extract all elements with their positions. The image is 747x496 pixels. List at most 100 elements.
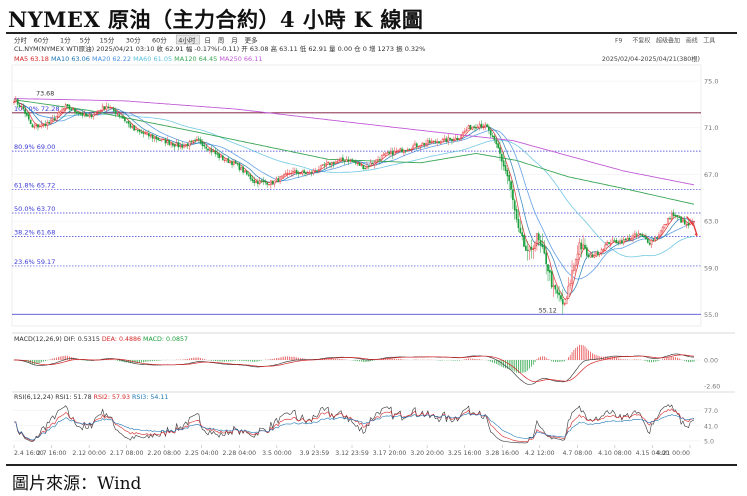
candle-body [22,106,25,110]
annotations: 73.68 55.12 [36,90,698,314]
candle-body [63,108,65,110]
candle-body [329,162,331,166]
candle-body [519,227,522,234]
rsi-panel: 77.0 41.0 5.0 [12,404,718,445]
candle-body [390,151,392,153]
candle-body [624,238,627,241]
candle-body [654,237,657,241]
candle-body [584,244,586,249]
x-tick-label: 3.17 20:00 [373,450,407,457]
candle-body [438,141,440,144]
period-tab[interactable]: 60分 [152,36,167,45]
period-tab[interactable]: 日 [204,37,211,45]
candle-body [242,166,244,173]
candle-body [351,159,354,162]
toolbar-item[interactable]: F9 [615,38,622,45]
candle-body [432,140,435,142]
period-tab[interactable]: 4小时 [178,36,196,45]
candle-body [506,169,509,177]
candle-body [523,235,525,247]
candle-body [196,139,198,141]
x-tick-label: 3.5 00:00 [262,450,292,457]
candle-body [539,239,542,245]
candle-body [79,113,82,115]
candle-body [611,239,614,244]
period-tab[interactable]: 5分 [80,36,91,45]
candle-body [99,110,102,112]
arrow-annotation [686,216,698,236]
rsi-tick-label: 41.0 [704,423,718,430]
candle-body [630,238,633,241]
candle-body [495,139,498,145]
ma-line-ma120 [13,99,695,205]
candle-body [369,162,372,166]
candle-body [384,153,387,156]
candle-body [604,244,607,251]
rsi-line-6 [14,404,695,444]
period-tab[interactable]: 60分 [34,36,49,45]
candle-body [96,111,99,113]
candle-body [151,134,154,139]
candle-body [576,253,579,261]
candle-body [218,153,220,159]
candle-body [136,129,139,132]
period-tab[interactable]: 分时 [14,36,28,45]
period-tab[interactable]: 1分 [60,36,71,45]
candle-body [29,119,32,125]
candle-body [467,125,470,129]
toolbar-item[interactable]: 工具 [703,38,715,45]
x-tick-label: 3.28 16:00 [485,450,519,457]
candle-body [105,105,108,110]
period-toolbar[interactable]: 分时 60分 1分 5分 15分 30分 60分 4小时日周月更多 [14,34,259,45]
candle-body [419,145,422,148]
candle-body [281,175,283,178]
price-tick-label: 71.0 [704,124,718,132]
candle-body [207,148,209,151]
candle-body [159,139,161,141]
candle-body [565,297,568,305]
period-tab[interactable]: 月 [231,37,238,45]
candle-body [199,139,202,144]
candle-body [268,183,270,186]
x-tick-label: 4.21 00:00 [656,450,690,457]
candle-body [111,107,113,109]
candle-body [197,138,200,140]
page-title: NYMEX 原油（主力合約）4 小時 K 線圖 [8,7,424,32]
candle-body [127,121,130,124]
candle-body [188,141,191,147]
period-tab[interactable]: 30分 [126,36,141,45]
candle-body [175,142,178,147]
candle-body [342,157,344,161]
candle-body [513,200,516,211]
candle-body [305,172,307,174]
candle-body [682,220,684,223]
candle-body [144,133,147,135]
candle-body [57,112,60,118]
candle-body [294,170,296,173]
toolbar-item[interactable]: 不复权 [632,37,650,45]
candle-body [155,136,158,140]
toolbar-right[interactable]: F9 不复权 超级叠加 画线 工具 [615,37,715,45]
candle-body [142,132,145,134]
candle-body [162,138,165,141]
candle-body [70,108,73,111]
toolbar-item[interactable]: 画线 [686,37,698,45]
candle-body [118,114,121,116]
source-note: 圖片來源：Wind [12,474,142,494]
x-tick-label: 2.25 04:00 [185,450,219,457]
candle-body [279,176,281,182]
candle-body [319,165,322,170]
candle-body [643,236,645,238]
candle-body [35,124,38,127]
period-tab[interactable]: 更多 [245,36,259,45]
candle-body [125,121,128,123]
candle-body [157,138,159,140]
candle-body [42,123,45,125]
rsi-line-24 [14,412,695,441]
period-tab[interactable]: 周 [218,37,225,45]
candle-body [356,162,359,165]
toolbar-item[interactable]: 超级叠加 [656,37,680,45]
period-tab[interactable]: 15分 [100,36,115,45]
candle-body [536,233,538,244]
